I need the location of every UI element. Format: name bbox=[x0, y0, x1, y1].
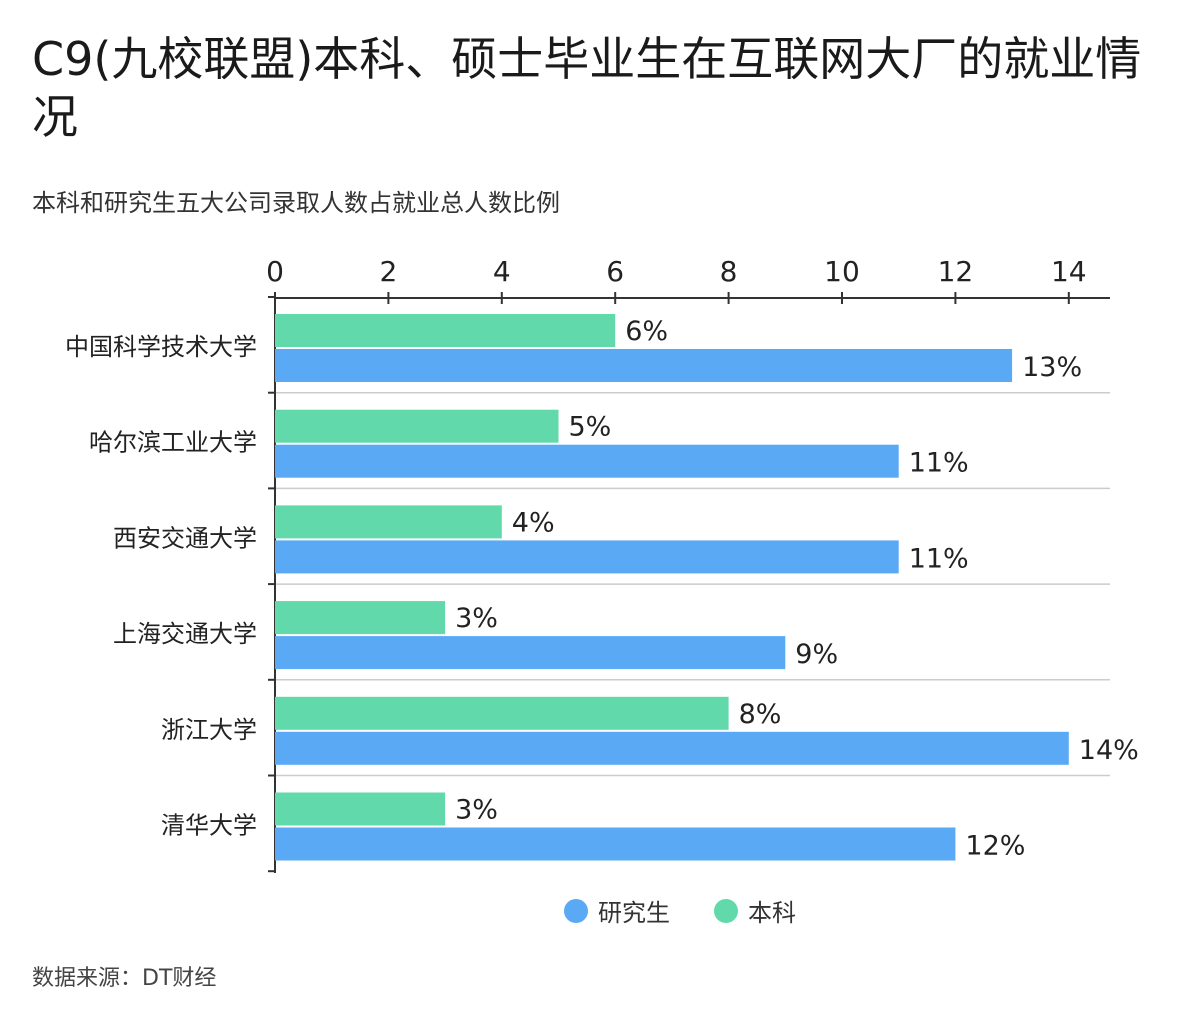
chart-subtitle: 本科和研究生五大公司录取人数占就业总人数比例 bbox=[32, 189, 560, 217]
bar-undergrad bbox=[275, 314, 616, 347]
bar-graduate bbox=[275, 540, 899, 574]
data-label-graduate: 9% bbox=[795, 639, 838, 670]
category-label: 西安交通大学 bbox=[113, 524, 257, 552]
data-label-graduate: 13% bbox=[1022, 352, 1082, 383]
data-label-undergrad: 3% bbox=[455, 603, 498, 634]
legend-swatch-undergrad bbox=[714, 898, 738, 923]
bar-graduate bbox=[275, 827, 956, 861]
data-label-graduate: 14% bbox=[1079, 735, 1139, 766]
bar-undergrad bbox=[275, 696, 729, 730]
data-label-graduate: 11% bbox=[909, 448, 969, 479]
bar-graduate bbox=[275, 444, 899, 478]
x-tick-label: 10 bbox=[824, 255, 860, 288]
bar-graduate bbox=[275, 349, 1013, 382]
bar-graduate bbox=[275, 636, 786, 670]
bar-undergrad bbox=[275, 792, 446, 826]
x-tick-label: 12 bbox=[938, 255, 974, 288]
bar-graduate bbox=[275, 731, 1069, 765]
x-tick-label: 4 bbox=[493, 255, 511, 288]
legend-swatch-graduate bbox=[564, 898, 588, 923]
category-label: 清华大学 bbox=[161, 812, 257, 840]
category-label: 中国科学技术大学 bbox=[65, 333, 257, 361]
category-label: 上海交通大学 bbox=[113, 620, 257, 648]
data-label-undergrad: 3% bbox=[455, 795, 498, 826]
chart-legend: 研究生 本科 bbox=[0, 893, 1200, 928]
legend-label-graduate: 研究生 bbox=[598, 899, 670, 927]
bar-undergrad bbox=[275, 505, 502, 539]
data-label-graduate: 12% bbox=[965, 831, 1025, 862]
x-tick-label: 8 bbox=[720, 255, 738, 288]
legend-item-undergrad: 本科 bbox=[714, 893, 796, 928]
legend-item-graduate: 研究生 bbox=[404, 893, 670, 928]
bar-undergrad bbox=[275, 409, 559, 443]
data-label-undergrad: 8% bbox=[739, 699, 782, 730]
x-tick-label: 2 bbox=[379, 255, 397, 288]
data-label-undergrad: 4% bbox=[512, 507, 555, 538]
data-label-undergrad: 6% bbox=[625, 316, 668, 347]
x-tick-label: 0 bbox=[266, 255, 284, 288]
category-label: 浙江大学 bbox=[161, 716, 257, 744]
legend-label-undergrad: 本科 bbox=[748, 899, 796, 927]
bar-undergrad bbox=[275, 601, 446, 635]
data-label-graduate: 11% bbox=[909, 543, 969, 574]
data-source: 数据来源：DT财经 bbox=[32, 966, 217, 991]
x-tick-label: 14 bbox=[1051, 255, 1087, 288]
category-label: 哈尔滨工业大学 bbox=[89, 429, 257, 457]
data-label-undergrad: 5% bbox=[569, 412, 612, 443]
chart-title: C9(九校联盟)本科、硕士毕业生在互联网大厂的就业情况 bbox=[32, 32, 1142, 144]
x-tick-label: 6 bbox=[606, 255, 624, 288]
